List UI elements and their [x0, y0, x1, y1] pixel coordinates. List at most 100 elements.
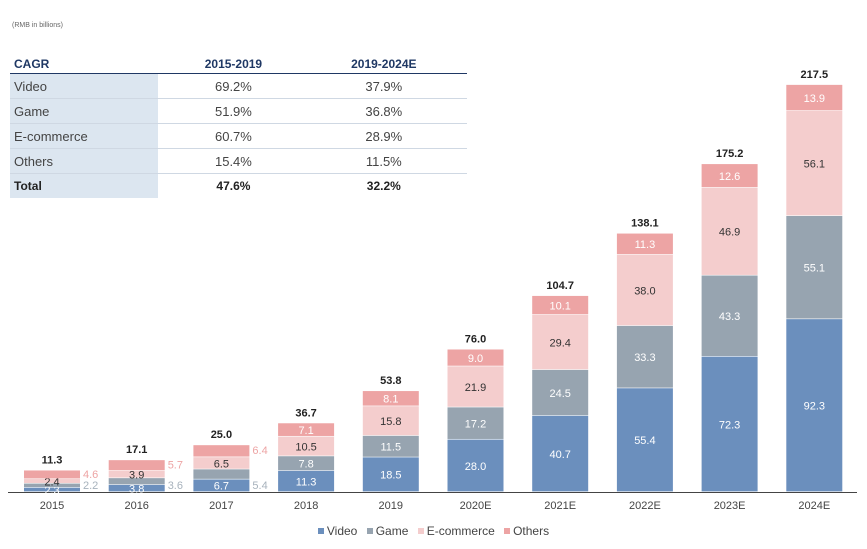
- x-tick-label: 2015: [40, 500, 64, 512]
- x-tick-label: 2023E: [714, 500, 746, 512]
- data-label-ecommerce: 46.9: [719, 227, 740, 239]
- bar-segment-game: [616, 325, 673, 388]
- total-label: 17.1: [126, 444, 147, 456]
- bar-segment-game: [532, 369, 589, 416]
- total-label: 175.2: [716, 148, 744, 160]
- cagr-total-cell: 32.2%: [308, 173, 459, 198]
- cagr-row-label: Others: [10, 148, 159, 174]
- bar-segment-others: [362, 391, 419, 406]
- data-label-ecommerce: 38.0: [634, 285, 655, 297]
- cagr-total-cell: 47.6%: [158, 173, 309, 198]
- legend-item-game: Game: [366, 524, 408, 538]
- unit-note: (RMB in billions): [12, 22, 63, 29]
- data-label-ecommerce: 10.5: [295, 441, 316, 453]
- data-label-game: 11.5: [381, 442, 402, 454]
- bar-segment-others: [701, 164, 758, 188]
- cagr-cell: 36.8%: [308, 98, 459, 124]
- data-label-video: 6.7: [214, 481, 229, 493]
- bar-segment-game: [24, 483, 80, 488]
- total-label: 53.8: [380, 375, 401, 387]
- total-label: 76.0: [465, 333, 486, 345]
- total-label: 138.1: [631, 218, 659, 230]
- table-row: E-commerce 60.7% 28.9%: [10, 123, 467, 149]
- data-label-video: 2.3: [44, 485, 59, 497]
- bar-segment-video: [108, 484, 165, 492]
- bar-segment-ecommerce: [108, 470, 165, 478]
- bar-segment-others: [193, 445, 250, 457]
- total-label: 217.5: [801, 69, 829, 81]
- cagr-table: CAGR 2015-2019 2019-2024E Video 69.2% 37…: [10, 55, 467, 198]
- cagr-row-label: Game: [10, 98, 159, 124]
- data-label-video: 72.3: [719, 419, 740, 431]
- data-label-others: 5.7: [168, 460, 183, 472]
- cagr-cell-spacer: [459, 123, 467, 149]
- bar-segment-video: [701, 356, 758, 492]
- legend-label-ecommerce: E-commerce: [426, 524, 495, 538]
- bar-segment-game: [278, 456, 335, 471]
- table-row: Others 15.4% 11.5%: [10, 148, 467, 174]
- bar-segment-game: [701, 275, 758, 356]
- bar-segment-others: [532, 295, 589, 315]
- table-row-total: Total 47.6% 32.2%: [10, 173, 467, 198]
- bar-segment-video: [786, 319, 843, 492]
- data-label-ecommerce: 15.8: [380, 416, 401, 428]
- bar-segment-video: [193, 479, 250, 492]
- legend-swatch-game: [366, 528, 373, 534]
- data-label-ecommerce: 21.9: [465, 382, 486, 394]
- data-label-game: 3.6: [168, 480, 183, 492]
- data-label-ecommerce: 2.4: [44, 476, 59, 488]
- data-label-ecommerce: 56.1: [804, 158, 825, 170]
- cagr-total-label: Total: [10, 173, 159, 198]
- cagr-row-label: E-commerce: [10, 123, 159, 149]
- bar-segment-others: [108, 460, 165, 471]
- cagr-cell: 60.7%: [158, 123, 309, 149]
- cagr-row-label: Video: [10, 73, 159, 99]
- cagr-cell: 51.9%: [158, 98, 309, 124]
- data-label-game: 7.8: [298, 459, 313, 471]
- cagr-header-label: CAGR: [10, 55, 159, 74]
- chart-legend: Video Game E-commerce Others: [0, 524, 867, 538]
- bar-segment-video: [362, 457, 419, 492]
- bar-segment-game: [447, 407, 504, 439]
- bar-segment-others: [616, 233, 673, 255]
- x-tick-label: 2020E: [460, 500, 492, 512]
- cagr-cell-spacer: [459, 98, 467, 124]
- data-label-game: 2.2: [83, 480, 98, 492]
- x-tick-label: 2021E: [544, 500, 576, 512]
- cagr-cell: 37.9%: [308, 73, 459, 99]
- bar-segment-others: [447, 349, 504, 366]
- bar-segment-ecommerce: [278, 436, 335, 456]
- data-label-others: 9.0: [468, 353, 483, 365]
- bar-segment-ecommerce: [447, 366, 504, 407]
- legend-swatch-video: [317, 528, 324, 534]
- bar-segment-game: [193, 469, 250, 479]
- cagr-cell: 15.4%: [158, 148, 309, 174]
- data-label-others: 11.3: [635, 239, 656, 251]
- bar-segment-others: [24, 470, 80, 479]
- x-tick-label: 2019: [379, 500, 403, 512]
- data-label-ecommerce: 3.9: [129, 469, 144, 481]
- bar-segment-game: [786, 215, 843, 319]
- cagr-cell: 28.9%: [308, 123, 459, 149]
- table-row: Video 69.2% 37.9%: [10, 73, 467, 99]
- x-tick-label: 2018: [294, 500, 318, 512]
- bar-segment-video: [24, 487, 80, 492]
- data-label-video: 92.3: [804, 401, 825, 413]
- data-label-game: 43.3: [719, 311, 740, 323]
- cagr-cell: 11.5%: [308, 148, 459, 174]
- data-label-video: 3.8: [129, 483, 144, 495]
- total-label: 11.3: [42, 454, 63, 466]
- data-label-video: 55.4: [634, 435, 655, 447]
- data-label-others: 10.1: [549, 300, 570, 312]
- bar-segment-ecommerce: [362, 406, 419, 436]
- data-label-others: 7.1: [298, 425, 313, 437]
- bar-segment-video: [616, 388, 673, 492]
- cagr-header-row: CAGR 2015-2019 2019-2024E: [10, 55, 467, 74]
- cagr-cell-spacer: [459, 73, 467, 99]
- bar-segment-ecommerce: [24, 479, 80, 483]
- total-label: 36.7: [295, 407, 316, 419]
- x-tick-label: 2022E: [629, 500, 661, 512]
- bar-segment-game: [362, 435, 419, 457]
- bar-segment-video: [447, 439, 504, 492]
- data-label-ecommerce: 29.4: [549, 337, 570, 349]
